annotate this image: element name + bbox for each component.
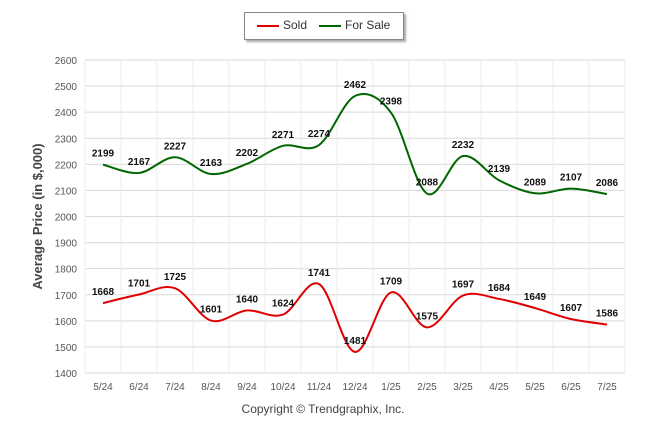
x-tick-label: 7/25 (597, 382, 617, 393)
data-label-for-sale: 2398 (380, 97, 403, 108)
legend-sold-swatch (257, 25, 279, 27)
data-label-for-sale: 2271 (272, 130, 295, 141)
data-label-for-sale: 2088 (416, 178, 439, 189)
y-tick-label: 2600 (55, 56, 78, 67)
data-label-for-sale: 2107 (560, 173, 583, 184)
data-label-sold: 1640 (236, 294, 259, 305)
legend-for-sale-swatch (319, 25, 341, 27)
data-label-sold: 1701 (128, 278, 151, 289)
x-tick-label: 1/25 (381, 382, 401, 393)
y-tick-label: 1900 (55, 239, 78, 250)
y-tick-label: 1800 (55, 265, 78, 276)
x-tick-label: 12/24 (342, 382, 367, 393)
y-axis-label: Average Price (in $,000) (30, 143, 45, 289)
x-tick-label: 9/24 (237, 382, 257, 393)
data-label-for-sale: 2232 (452, 140, 475, 151)
x-tick-label: 5/24 (93, 382, 113, 393)
series-line-for-sale (102, 93, 608, 196)
data-label-for-sale: 2199 (92, 149, 115, 160)
y-tick-label: 2400 (55, 108, 78, 119)
data-label-for-sale: 2163 (200, 158, 223, 169)
x-tick-label: 11/24 (307, 382, 332, 393)
legend: Sold For Sale (244, 12, 404, 40)
data-label-sold: 1624 (272, 299, 295, 310)
data-label-for-sale: 2202 (236, 148, 259, 159)
x-tick-label: 8/24 (201, 382, 221, 393)
data-label-sold: 1709 (380, 276, 403, 287)
legend-sold-label: Sold (283, 18, 308, 32)
y-tick-label: 2100 (55, 186, 78, 197)
x-tick-label: 6/25 (561, 382, 581, 393)
data-label-sold: 1668 (92, 287, 115, 298)
x-tick-label: 10/24 (270, 382, 295, 393)
data-label-sold: 1697 (452, 280, 475, 291)
x-tick-label: 7/24 (165, 382, 185, 393)
data-label-sold: 1601 (200, 305, 223, 316)
data-label-sold: 1481 (344, 336, 367, 347)
data-label-sold: 1607 (560, 303, 583, 314)
data-label-for-sale: 2274 (308, 129, 331, 140)
data-label-for-sale: 2167 (128, 157, 151, 168)
data-label-for-sale: 2139 (488, 164, 511, 175)
y-tick-label: 1400 (55, 369, 78, 380)
data-label-sold: 1575 (416, 311, 439, 322)
y-tick-label: 2500 (55, 82, 78, 93)
y-tick-label: 2000 (55, 213, 78, 224)
y-tick-label: 1600 (55, 317, 78, 328)
y-tick-label: 1700 (55, 291, 78, 302)
y-tick-label: 1500 (55, 343, 78, 354)
data-label-sold: 1684 (488, 283, 511, 294)
data-label-for-sale: 2227 (164, 141, 187, 152)
copyright-text: Copyright © Trendgraphix, Inc. (241, 402, 405, 416)
data-label-for-sale: 2462 (344, 80, 367, 91)
data-label-sold: 1586 (596, 308, 619, 319)
data-label-sold: 1741 (308, 268, 331, 279)
data-label-sold: 1725 (164, 272, 187, 283)
x-tick-label: 6/24 (129, 382, 149, 393)
legend-for-sale-label: For Sale (345, 18, 391, 32)
x-tick-label: 2/25 (417, 382, 437, 393)
x-tick-label: 4/25 (489, 382, 509, 393)
x-tick-label: 3/25 (453, 382, 473, 393)
y-tick-label: 2200 (55, 160, 78, 171)
data-label-sold: 1649 (524, 292, 547, 303)
y-tick-label: 2300 (55, 134, 78, 145)
series-line-sold (102, 282, 608, 353)
data-label-for-sale: 2089 (524, 177, 547, 188)
x-tick-label: 5/25 (525, 382, 545, 393)
data-label-for-sale: 2086 (596, 178, 619, 189)
